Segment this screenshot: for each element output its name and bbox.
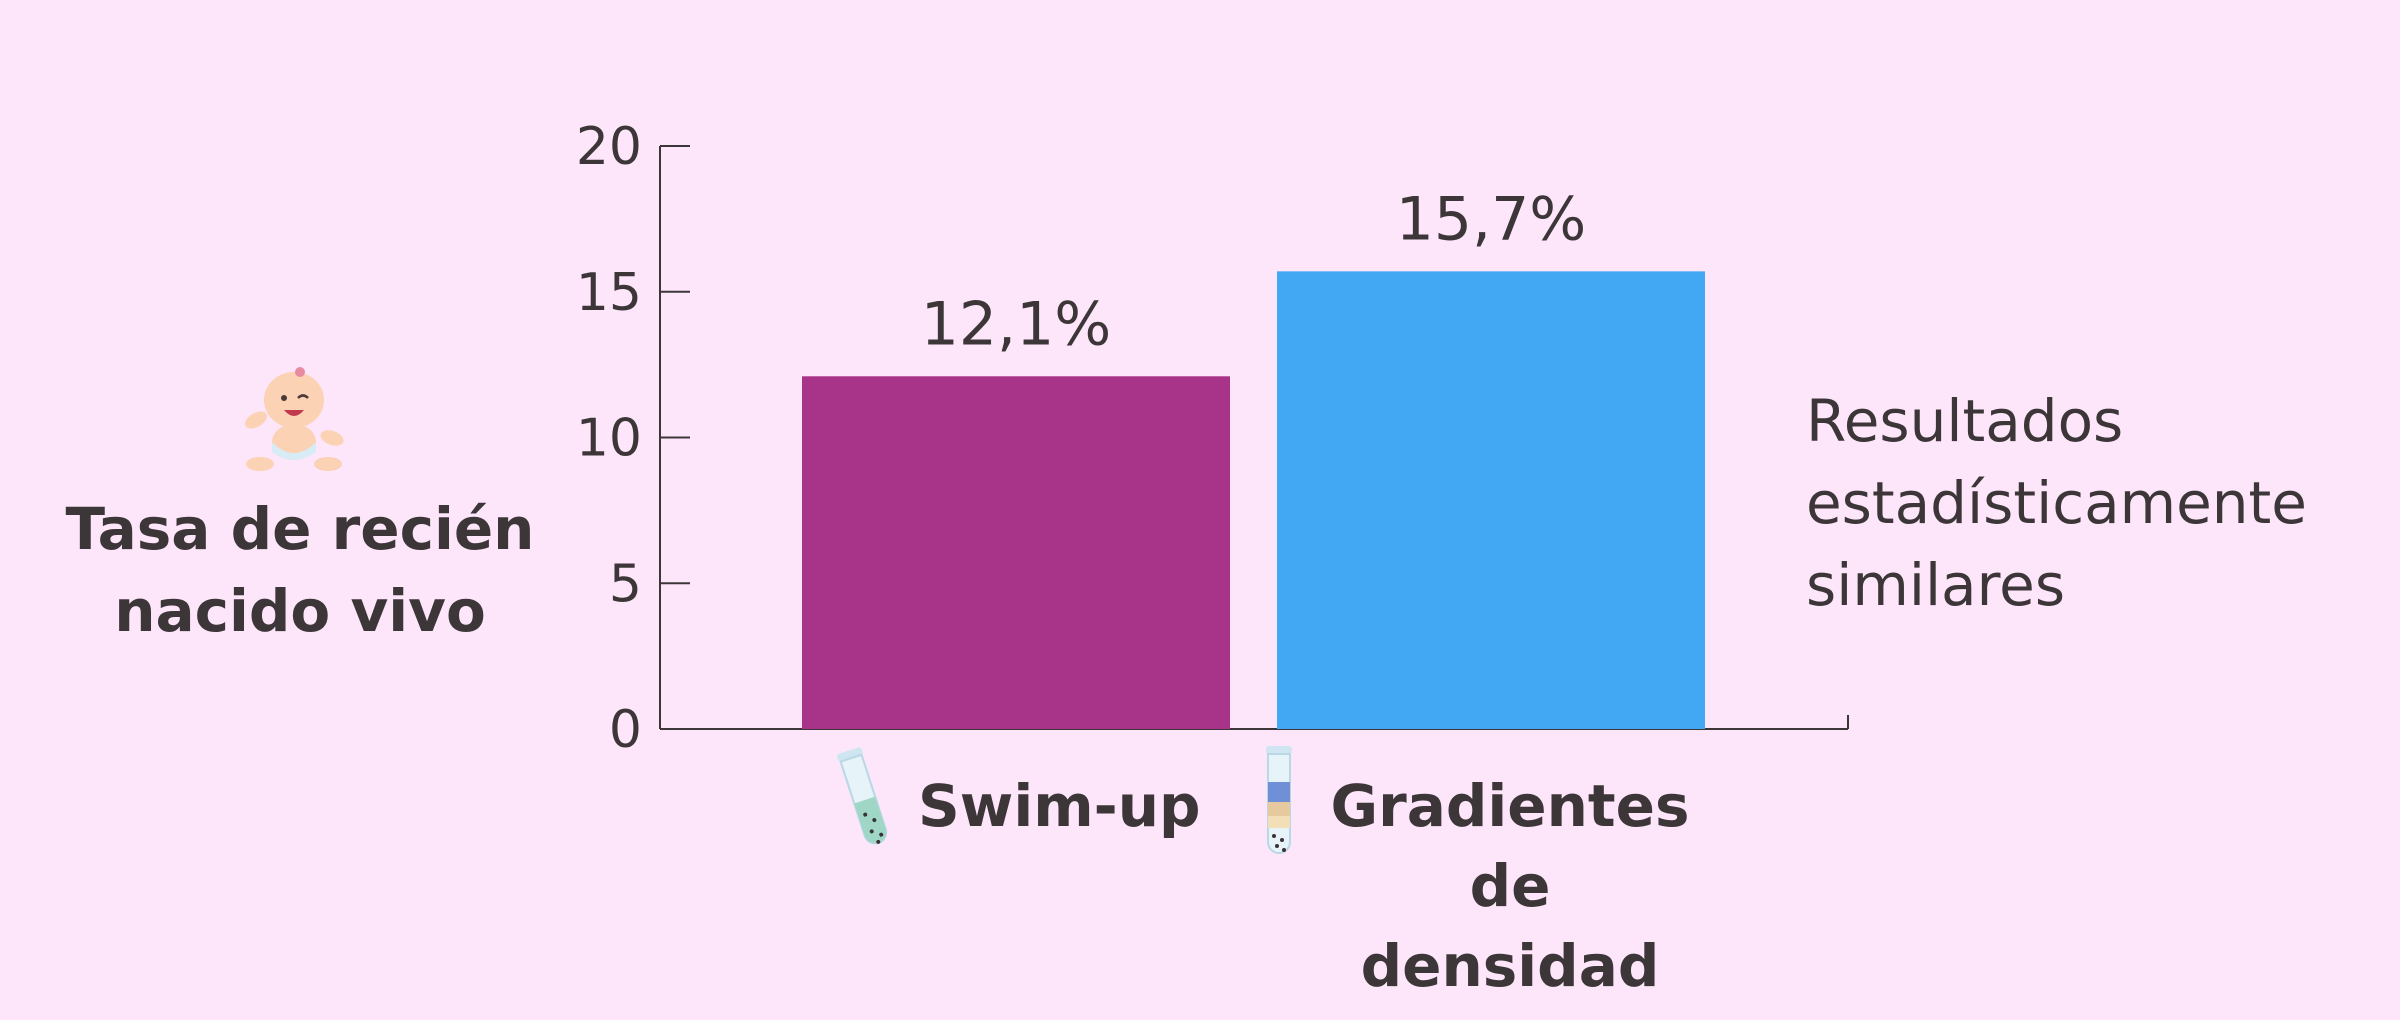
y-axis-label: Tasa de recién nacido vivo bbox=[60, 488, 540, 652]
y-axis-label-line-1: Tasa de recién bbox=[65, 495, 535, 563]
category-label-gradientes-line-1: Gradientes de bbox=[1330, 772, 1690, 920]
bar-1 bbox=[802, 376, 1230, 729]
bar-value-label-2: 15,7% bbox=[1396, 184, 1587, 254]
annotation-line-1: Resultados bbox=[1806, 387, 2124, 455]
category-label-swim-up: Swim-up bbox=[918, 766, 1201, 846]
y-tick-label-0: 0 bbox=[609, 700, 642, 760]
annotation-line-3: similares bbox=[1806, 551, 2066, 619]
y-tick-label-5: 5 bbox=[609, 554, 642, 614]
y-tick-label-20: 20 bbox=[576, 117, 642, 177]
y-axis-label-line-2: nacido vivo bbox=[114, 577, 486, 645]
annotation-note: Resultados estadísticamente similares bbox=[1806, 380, 2307, 626]
y-tick-label-15: 15 bbox=[576, 263, 642, 323]
density-gradient-tube-icon bbox=[1266, 746, 1292, 854]
category-label-gradientes-line-2: densidad bbox=[1360, 932, 1660, 1000]
y-tick-label-10: 10 bbox=[576, 409, 642, 469]
category-label-gradientes: Gradientes de densidad bbox=[1310, 766, 1710, 1006]
bar-2 bbox=[1277, 271, 1705, 729]
baby-icon bbox=[245, 367, 344, 471]
swim-up-tube-icon bbox=[837, 747, 888, 845]
bar-value-label-1: 12,1% bbox=[921, 289, 1112, 359]
annotation-line-2: estadísticamente bbox=[1806, 469, 2307, 537]
category-label-swim-up-line-1: Swim-up bbox=[918, 772, 1201, 840]
